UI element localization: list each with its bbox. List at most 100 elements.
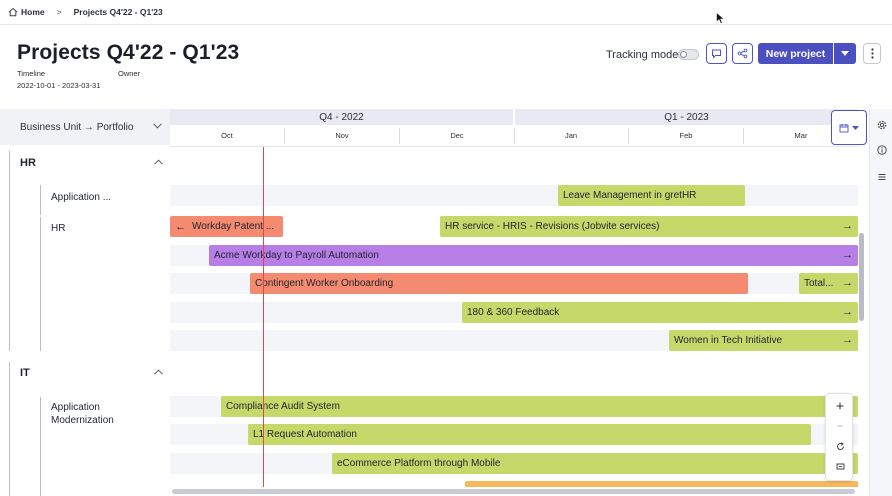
group-it[interactable]: IT <box>20 367 30 379</box>
zoom-in-button[interactable] <box>834 400 846 412</box>
more-options-button[interactable] <box>863 43 881 64</box>
project-bar[interactable]: ← Workday Patent ... <box>170 216 283 237</box>
project-bar[interactable]: Compliance Audit System <box>221 396 858 417</box>
timeline-label: Timeline <box>17 69 46 78</box>
arrow-right-icon: → <box>842 220 853 232</box>
caret-down-icon <box>841 51 849 56</box>
project-bar[interactable]: L1 Request Automation <box>248 424 811 445</box>
group-list: HR Application ... HR IT Application Mod… <box>0 145 170 496</box>
project-bar[interactable]: Total... → <box>799 273 858 294</box>
breadcrumb-separator: > <box>56 7 62 17</box>
month-divider <box>284 128 285 144</box>
arrow-right-icon: → <box>842 334 853 346</box>
reset-view-button[interactable] <box>834 440 846 452</box>
project-bar[interactable]: eCommerce Platform through Mobile <box>332 453 858 474</box>
project-name: Acme Workday to Payroll Automation <box>214 250 379 261</box>
list-icon[interactable] <box>877 172 887 182</box>
project-bar[interactable]: 180 & 360 Feedback → <box>462 302 858 323</box>
gantt-grid: Leave Management in gretHR ← Workday Pat… <box>170 147 858 487</box>
portfolio-line <box>40 397 41 496</box>
fit-icon <box>836 463 844 469</box>
grouping-selector[interactable]: Business Unit → Portfolio <box>0 109 170 145</box>
zoom-out-button[interactable] <box>834 420 846 432</box>
project-name: eCommerce Platform through Mobile <box>337 458 501 469</box>
arrow-right-icon: → <box>842 277 853 289</box>
chevron-down-icon <box>153 123 162 129</box>
month-row: Oct Nov Dec Jan Feb Mar <box>170 126 858 147</box>
group-line <box>9 151 10 351</box>
timeline-value: 2022-10-01 - 2023-03-31 <box>17 81 101 90</box>
calendar-range-button[interactable] <box>831 110 867 145</box>
breadcrumb: Home > Projects Q4'22 - Q1'23 <box>0 0 892 25</box>
project-name: HR service - HRIS - Revisions (Jobvite s… <box>445 221 660 232</box>
project-name: Workday Patent ... <box>192 221 275 232</box>
portfolio-line <box>40 185 41 215</box>
new-project-button[interactable]: New project <box>758 43 833 64</box>
right-rail <box>869 109 892 496</box>
timeline-header: Q4 - 2022 Q1 - 2023 Oct Nov Dec Jan Feb … <box>170 109 858 147</box>
grouping-label: Business Unit → Portfolio <box>20 121 134 133</box>
more-vertical-icon <box>870 48 874 59</box>
calendar-icon <box>839 123 849 132</box>
project-name: Contingent Worker Onboarding <box>255 278 394 289</box>
project-bar[interactable]: Women in Tech Initiative → <box>669 330 858 351</box>
share-button[interactable] <box>732 43 753 64</box>
month-divider <box>399 128 400 144</box>
project-name: Leave Management in gretHR <box>563 190 697 201</box>
project-name: Total... <box>804 278 834 289</box>
group-hr[interactable]: HR <box>20 157 36 169</box>
month-oct: Oct <box>221 131 233 140</box>
project-bar[interactable]: HR service - HRIS - Revisions (Jobvite s… <box>440 216 858 237</box>
project-bar[interactable]: Contingent Worker Onboarding <box>250 273 748 294</box>
project-name: L1 Request Automation <box>253 429 357 440</box>
zoom-controls <box>825 393 853 481</box>
tracking-mode-label: Tracking mode <box>606 49 679 61</box>
tracking-mode-toggle[interactable] <box>678 49 699 60</box>
share-icon <box>737 48 748 59</box>
comment-icon <box>712 49 721 59</box>
month-divider <box>628 128 629 144</box>
portfolio-application[interactable]: Application ... <box>51 192 112 203</box>
chevron-up-icon[interactable] <box>154 369 163 375</box>
portfolio-application-modernization[interactable]: Application Modernization <box>51 402 114 426</box>
plus-icon <box>836 402 844 410</box>
today-marker-line <box>263 147 264 487</box>
breadcrumb-current: Projects Q4'22 - Q1'23 <box>73 7 163 17</box>
month-dec: Dec <box>450 131 464 140</box>
gear-icon[interactable] <box>877 120 887 130</box>
info-icon[interactable] <box>877 145 887 155</box>
project-bar[interactable]: Acme Workday to Payroll Automation → <box>209 245 858 266</box>
month-nov: Nov <box>335 131 349 140</box>
quarter-q1-2023: Q1 - 2023 <box>515 109 858 125</box>
month-feb: Feb <box>679 131 693 140</box>
portfolio-hr[interactable]: HR <box>51 223 66 234</box>
horizontal-scrollbar[interactable] <box>172 489 855 494</box>
month-divider <box>514 128 515 144</box>
new-project-dropdown-button[interactable] <box>834 43 856 64</box>
group-line <box>9 362 10 496</box>
toggle-knob <box>680 51 687 58</box>
breadcrumb-home[interactable]: Home <box>21 7 45 17</box>
comment-button[interactable] <box>706 43 727 64</box>
arrow-right-icon: → <box>842 249 853 261</box>
arrow-right-icon: → <box>842 306 853 318</box>
home-icon[interactable] <box>8 7 18 17</box>
mouse-cursor-icon <box>716 12 725 24</box>
caret-down-icon <box>852 125 859 130</box>
project-bar[interactable]: Leave Management in gretHR <box>558 185 745 206</box>
reset-icon <box>836 441 844 450</box>
owner-label: Owner <box>118 69 141 78</box>
project-name: Women in Tech Initiative <box>674 335 783 346</box>
row-band <box>170 185 858 206</box>
vertical-scrollbar[interactable] <box>859 233 864 321</box>
month-divider <box>743 128 744 144</box>
project-bar[interactable] <box>465 481 858 487</box>
page-title: Projects Q4'22 - Q1'23 <box>17 41 240 64</box>
project-name: Compliance Audit System <box>226 401 340 412</box>
quarter-q4-2022: Q4 - 2022 <box>170 109 513 125</box>
chevron-up-icon[interactable] <box>154 159 163 165</box>
minus-icon <box>837 425 843 427</box>
portfolio-line <box>40 217 41 351</box>
fit-view-button[interactable] <box>834 460 846 472</box>
